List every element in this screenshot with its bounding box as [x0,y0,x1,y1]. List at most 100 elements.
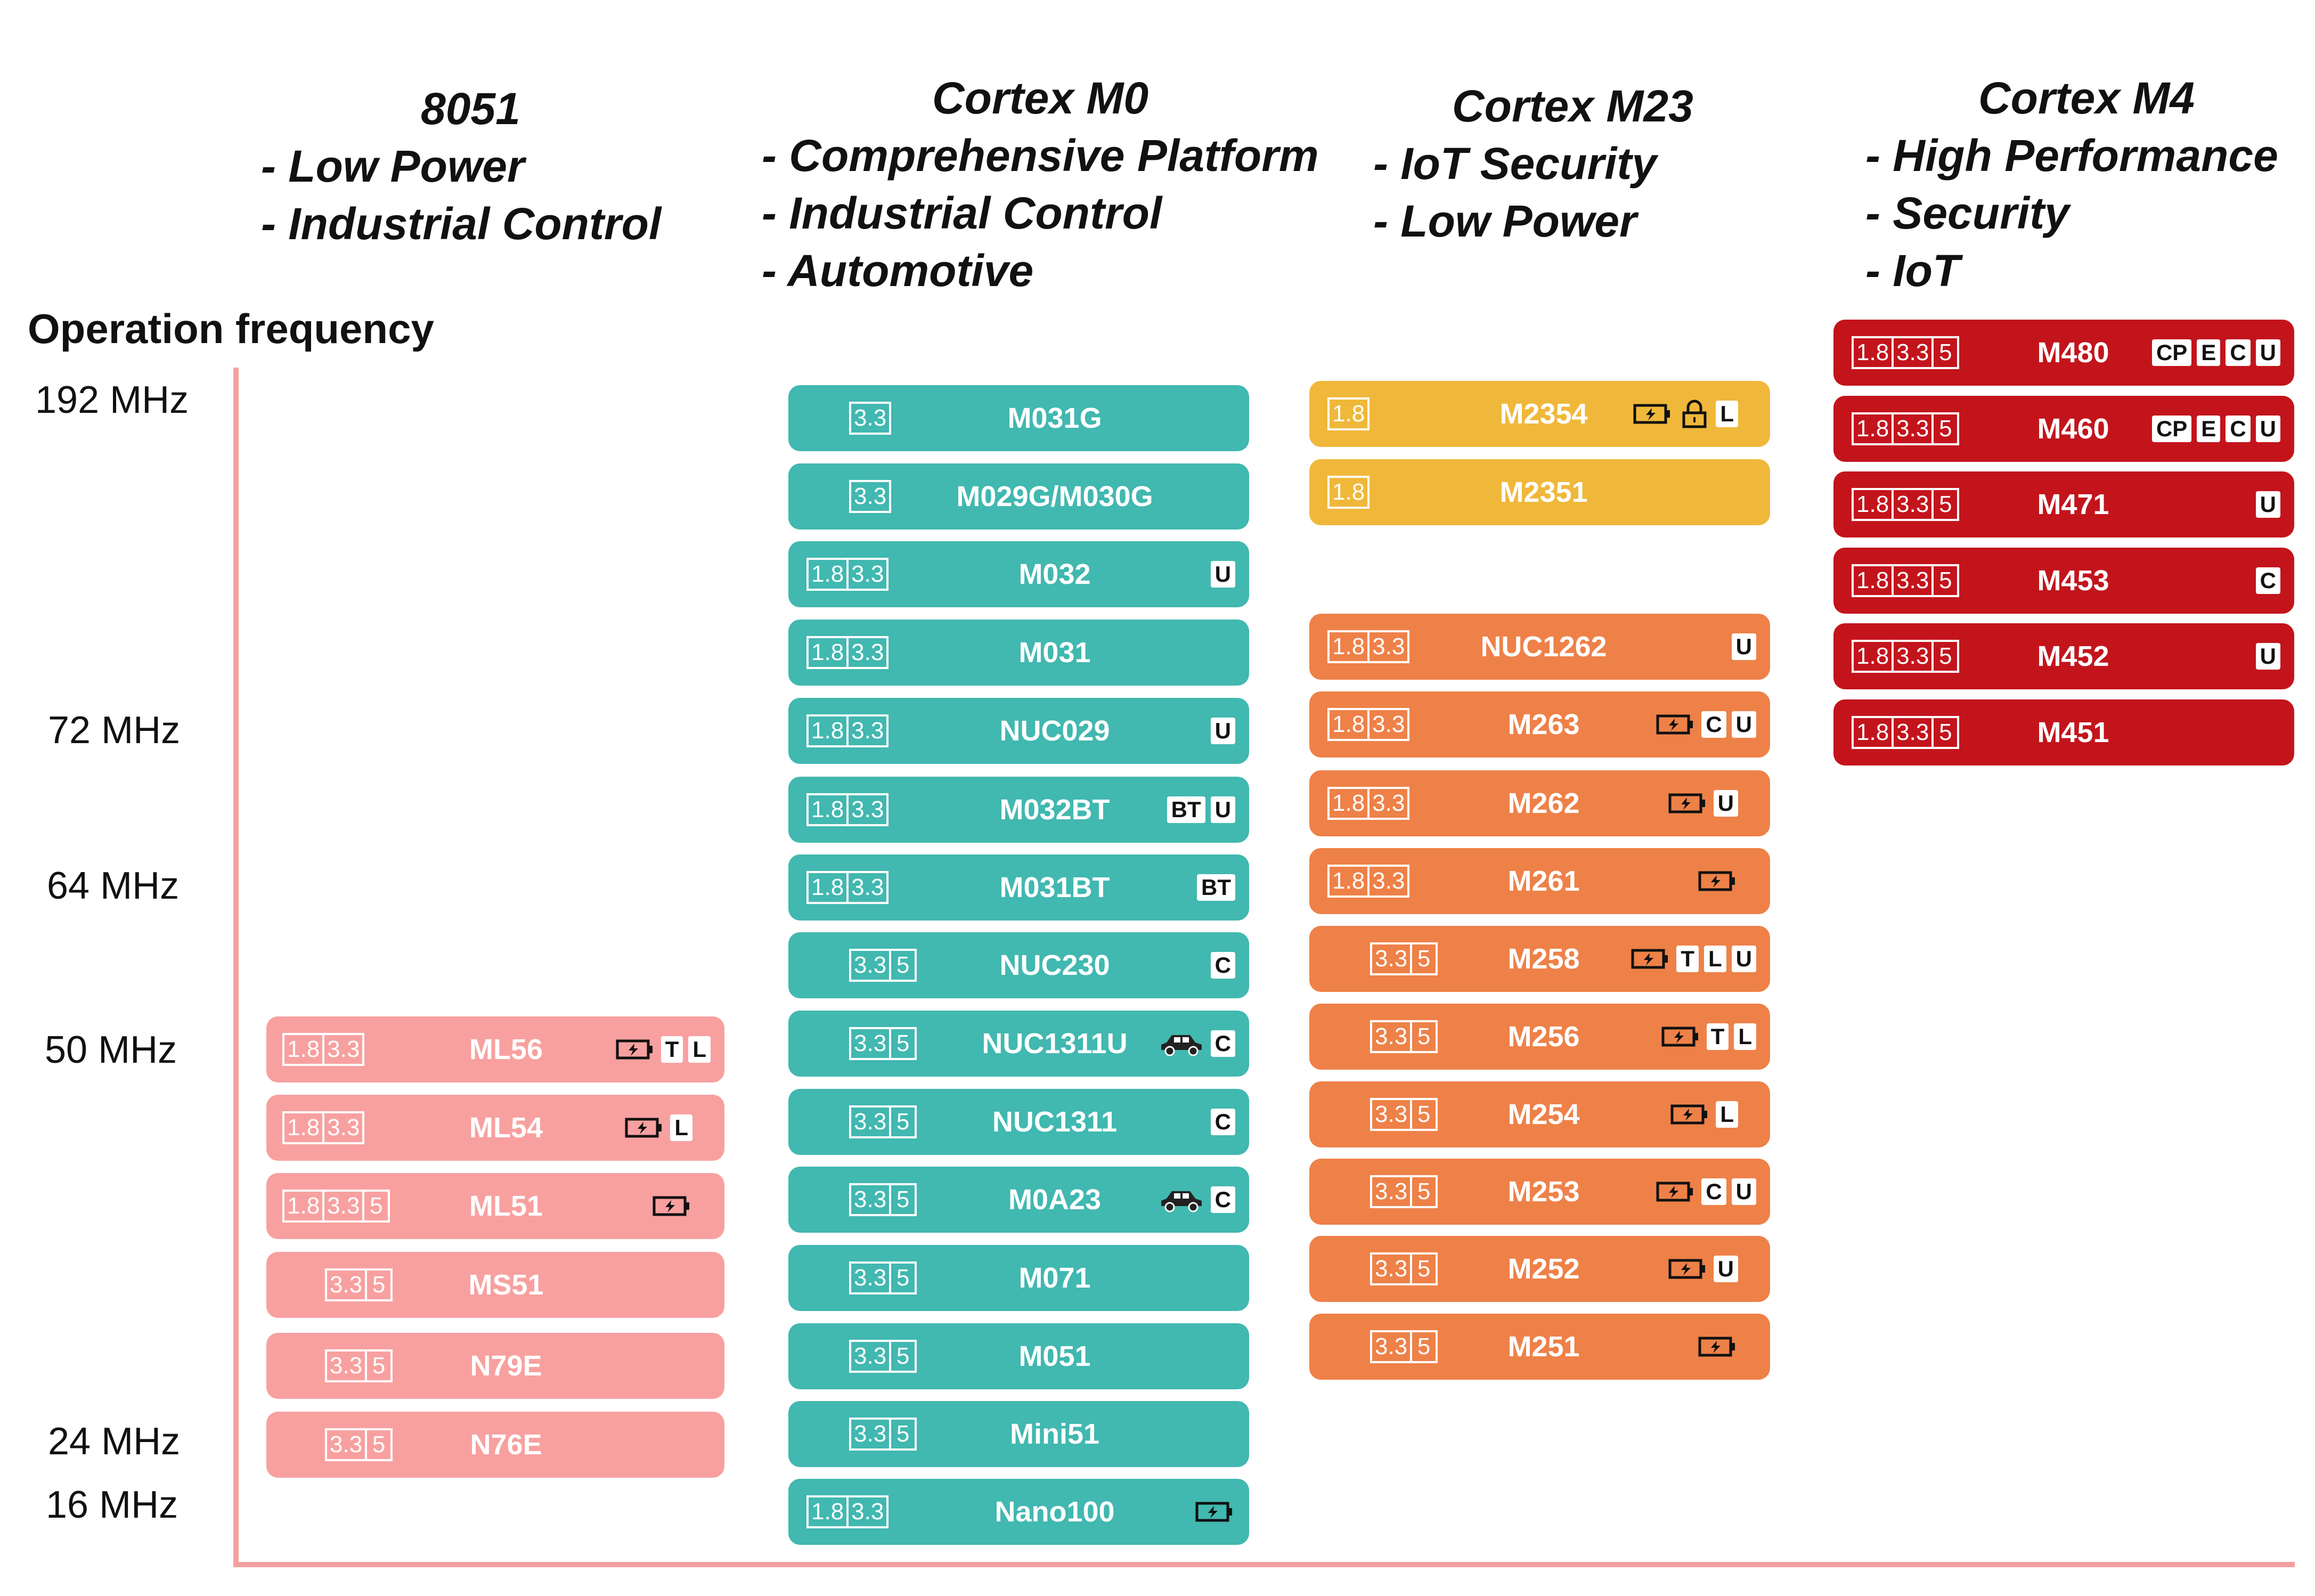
voltage-box: 1.8 [1852,716,1894,749]
header-title: Cortex M4 [1978,73,2195,123]
chip-name: M263 [1507,709,1580,740]
chip-m480: 1.8 3.3 5 M480 CP E C U [1833,320,2294,386]
feature-group: BT [1197,854,1235,921]
voltage-box: 1.8 [1327,865,1370,898]
battery-icon [1668,788,1708,818]
voltage-box: 3.3 [322,1190,365,1223]
voltage-group: 1.8 [1327,459,1370,525]
voltage-box: 1.8 [1852,564,1894,597]
chip-m453: 1.8 3.3 5 M453 C [1833,548,2294,614]
voltage-box: 1.8 [1852,336,1894,369]
x-axis-line [233,1562,2295,1567]
voltage-group: 3.3 5 [1370,926,1438,992]
voltage-box: 1.8 [1852,488,1894,521]
voltage-box: 5 [889,1261,917,1294]
feature-badge: U [1731,946,1756,972]
voltage-box: 3.3 [322,1033,365,1066]
battery-icon [1698,1332,1738,1362]
header-line: - Low Power [261,141,525,191]
voltage-box: 5 [889,949,917,982]
feature-badge: U [1731,1178,1756,1205]
chip-m452: 1.8 3.3 5 M452 U [1833,623,2294,689]
voltage-box: 3.3 [1367,630,1410,663]
voltage-box: 5 [1410,1330,1438,1363]
voltage-group: 1.8 3.3 5 [1852,548,1960,614]
voltage-box: 5 [889,1340,917,1373]
feature-badge: L [1734,1023,1756,1050]
voltage-group: 1.8 3.3 [1327,848,1410,914]
chip-name: M261 [1507,865,1580,897]
header-line: - Security [1865,188,2069,238]
battery-icon [1698,866,1738,896]
chip-m451: 1.8 3.3 5 M451 [1833,699,2294,766]
voltage-box: 5 [889,1105,917,1138]
feature-badge: C [1210,1186,1235,1213]
voltage-box: 3.3 [849,949,892,982]
chip-n76e: 3.3 5 N76E [266,1412,724,1478]
voltage-box: 5 [1410,1175,1438,1208]
car-icon [1156,1029,1205,1058]
header-line: - Industrial Control [261,199,662,249]
chip-m2354: 1.8 M2354 L [1309,381,1770,447]
voltage-box: 3.3 [846,871,889,904]
voltage-group: 3.3 5 [1370,1314,1438,1380]
voltage-group: 1.8 3.3 [806,541,889,607]
voltage-box: 5 [362,1190,390,1223]
chip-m262: 1.8 3.3 M262 U [1309,770,1770,836]
battery-icon [624,1113,665,1143]
lock-icon [1678,399,1710,429]
chip-name: M031G [1007,402,1102,434]
feature-badge: U [2255,416,2280,442]
voltage-box: 3.3 [1892,716,1934,749]
chip-ml54: 1.8 3.3 ML54 L [266,1095,724,1161]
feature-badge: L [670,1114,692,1141]
feature-badge: C [2255,567,2280,594]
feature-badge: C [1701,1178,1726,1205]
voltage-box: 3.3 [322,1111,365,1144]
voltage-box: 3.3 [846,793,889,826]
voltage-box: 3.3 [1892,564,1934,597]
voltage-group: 1.8 3.3 5 [1852,396,1960,462]
voltage-box: 3.3 [1370,1330,1413,1363]
tick-label: 16 MHz [46,1484,178,1526]
voltage-box: 5 [1410,1098,1438,1131]
feature-group: U [1210,698,1235,764]
voltage-box: 3.3 [325,1268,368,1301]
chip-name: M032 [1018,558,1091,590]
battery-icon [1633,399,1673,429]
car-icon [1156,1185,1205,1215]
voltage-box: 3.3 [1370,1020,1413,1053]
header-title: Cortex M0 [932,73,1149,123]
chip-name: M452 [2037,640,2109,672]
chip-name: Mini51 [1009,1418,1100,1450]
voltage-box: 3.3 [325,1428,368,1461]
voltage-box: 3.3 [1370,942,1413,975]
tick-label: 72 MHz [48,709,181,752]
chip-nuc1311: 3.3 5 NUC1311 C [788,1089,1249,1155]
feature-group: U [1731,614,1756,680]
chip-name: NUC029 [999,715,1110,747]
chip-m261: 1.8 3.3 M261 [1309,848,1770,914]
voltage-box: 3.3 [849,402,892,435]
voltage-group: 3.3 5 [325,1252,393,1318]
feature-group [1698,848,1738,914]
chip-name: M254 [1507,1098,1580,1130]
voltage-group: 3.3 5 [1370,1236,1438,1302]
battery-icon [1661,1022,1701,1052]
voltage-box: 1.8 [1327,397,1370,430]
tick-label: 64 MHz [47,865,180,907]
chip-ml56: 1.8 3.3 ML56 T L [266,1016,724,1082]
tick-label: 192 MHz [35,379,189,421]
voltage-group: 3.3 5 [849,1089,917,1155]
chip-m029g-m030g: 3.3 M029G/M030G [788,463,1249,530]
feature-badge: C [1210,952,1235,979]
battery-icon [1631,944,1671,974]
chip-mini51: 3.3 5 Mini51 [788,1401,1249,1467]
battery-icon [1195,1497,1235,1527]
chip-name: ML56 [469,1033,543,1065]
feature-group: U [1210,541,1235,607]
feature-group [1195,1479,1235,1545]
chip-name: M252 [1507,1253,1580,1285]
